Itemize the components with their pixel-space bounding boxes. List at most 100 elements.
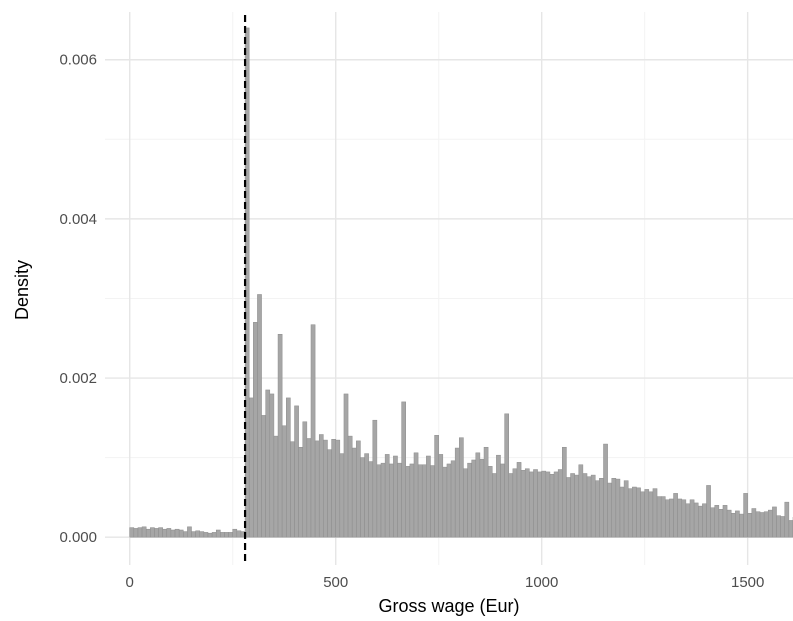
- histogram-bar: [566, 477, 571, 538]
- histogram-bar: [145, 528, 151, 538]
- histogram-bar: [632, 486, 637, 538]
- histogram-bar: [763, 511, 769, 538]
- histogram-bar: [627, 488, 633, 538]
- histogram-bar: [475, 452, 481, 538]
- x-tick-label: 1000: [525, 574, 558, 591]
- histogram-bar: [265, 389, 271, 538]
- histogram-bar: [372, 419, 378, 538]
- histogram-bar: [360, 457, 365, 538]
- histogram-bar: [553, 471, 559, 538]
- histogram-bar: [335, 439, 341, 538]
- histogram-bar: [318, 434, 324, 538]
- histogram-bar: [310, 324, 316, 538]
- histogram-bar: [504, 413, 509, 538]
- histogram-bar: [393, 455, 398, 538]
- histogram-bar: [656, 496, 662, 538]
- histogram-bar: [211, 532, 217, 538]
- y-axis-title: Density: [12, 260, 32, 320]
- histogram-bar: [150, 527, 155, 538]
- histogram-bar: [199, 531, 205, 538]
- histogram-bar: [677, 498, 683, 538]
- x-tick-labels: 0 500 1000 1500: [126, 574, 765, 591]
- histogram-bar: [220, 532, 225, 538]
- histogram-bar: [170, 529, 176, 538]
- histogram-bar: [129, 527, 135, 538]
- histogram-bar: [479, 458, 485, 538]
- y-tick-label: 0.004: [59, 211, 97, 228]
- histogram-bar: [743, 493, 748, 538]
- histogram-bar: [137, 527, 143, 538]
- histogram-bar: [652, 488, 658, 538]
- histogram-bar: [253, 322, 258, 538]
- histogram-bar: [673, 493, 678, 538]
- histogram-bar: [714, 505, 720, 538]
- histogram-bar: [747, 513, 753, 538]
- histogram-bar: [524, 468, 530, 538]
- y-tick-label: 0.000: [59, 529, 97, 546]
- histogram-bar: [640, 491, 645, 538]
- histogram-bar: [512, 468, 518, 538]
- histogram-bar: [467, 462, 472, 538]
- histogram-bar: [496, 454, 501, 538]
- histogram-bar: [158, 527, 163, 538]
- histogram-bar: [236, 530, 242, 538]
- histogram-bar: [446, 463, 452, 538]
- histogram-bar: [636, 487, 641, 538]
- histogram-bar: [343, 393, 349, 538]
- histogram-bar: [537, 471, 542, 538]
- histogram-bar: [463, 468, 468, 538]
- y-tick-label: 0.006: [59, 52, 97, 69]
- histogram-bar: [298, 446, 303, 538]
- histogram-bar: [397, 462, 402, 538]
- histogram-bar: [693, 502, 699, 538]
- histogram-bar: [294, 405, 299, 538]
- histogram-bar: [339, 453, 345, 538]
- histogram-bar: [302, 421, 308, 538]
- histogram-bar: [438, 454, 444, 538]
- histogram-bar: [660, 496, 666, 538]
- histogram-bar: [549, 474, 555, 538]
- histogram-bar: [224, 532, 229, 538]
- histogram-bar: [784, 501, 790, 538]
- x-axis-title: Gross wage (Eur): [378, 596, 519, 616]
- y-tick-labels: 0.000 0.002 0.004 0.006: [59, 52, 97, 546]
- histogram-bar: [450, 460, 456, 538]
- histogram-bar: [557, 469, 563, 538]
- histogram-bar: [607, 482, 612, 538]
- histogram-bar: [619, 486, 625, 538]
- histogram-bar: [207, 532, 213, 538]
- histogram-bar: [689, 499, 695, 538]
- histogram-bar: [314, 440, 320, 538]
- y-tick-label: 0.002: [59, 370, 97, 387]
- histogram-bar: [710, 507, 715, 538]
- histogram-bar: [735, 510, 740, 538]
- histogram-bar: [232, 528, 238, 538]
- histogram-bar: [133, 528, 139, 538]
- histogram-bar: [430, 465, 435, 538]
- histogram-bar: [183, 531, 188, 538]
- histogram-bar: [685, 503, 691, 538]
- histogram-bar: [611, 478, 617, 538]
- histogram-bar: [541, 470, 547, 538]
- histogram-bar: [269, 393, 275, 538]
- histogram-bar: [669, 498, 674, 538]
- histogram-bar: [768, 509, 773, 538]
- histogram-bar: [323, 439, 328, 538]
- histogram-bar: [615, 478, 621, 538]
- histogram-bar: [751, 508, 757, 538]
- histogram-bar: [599, 478, 604, 538]
- histogram-bar: [327, 449, 332, 538]
- histogram-bar: [702, 503, 707, 538]
- histogram-bar: [516, 462, 522, 538]
- histogram-bar: [471, 459, 477, 538]
- histogram-bar: [421, 464, 427, 538]
- histogram-bar: [500, 463, 505, 538]
- histogram-bar: [644, 489, 650, 538]
- histogram-bar: [277, 334, 283, 538]
- histogram-bar: [623, 480, 629, 538]
- histogram-bar: [582, 473, 588, 538]
- histogram-bar: [562, 446, 567, 538]
- histogram-bar: [191, 531, 196, 538]
- histogram-bar: [529, 471, 534, 538]
- histogram-bar: [426, 455, 431, 538]
